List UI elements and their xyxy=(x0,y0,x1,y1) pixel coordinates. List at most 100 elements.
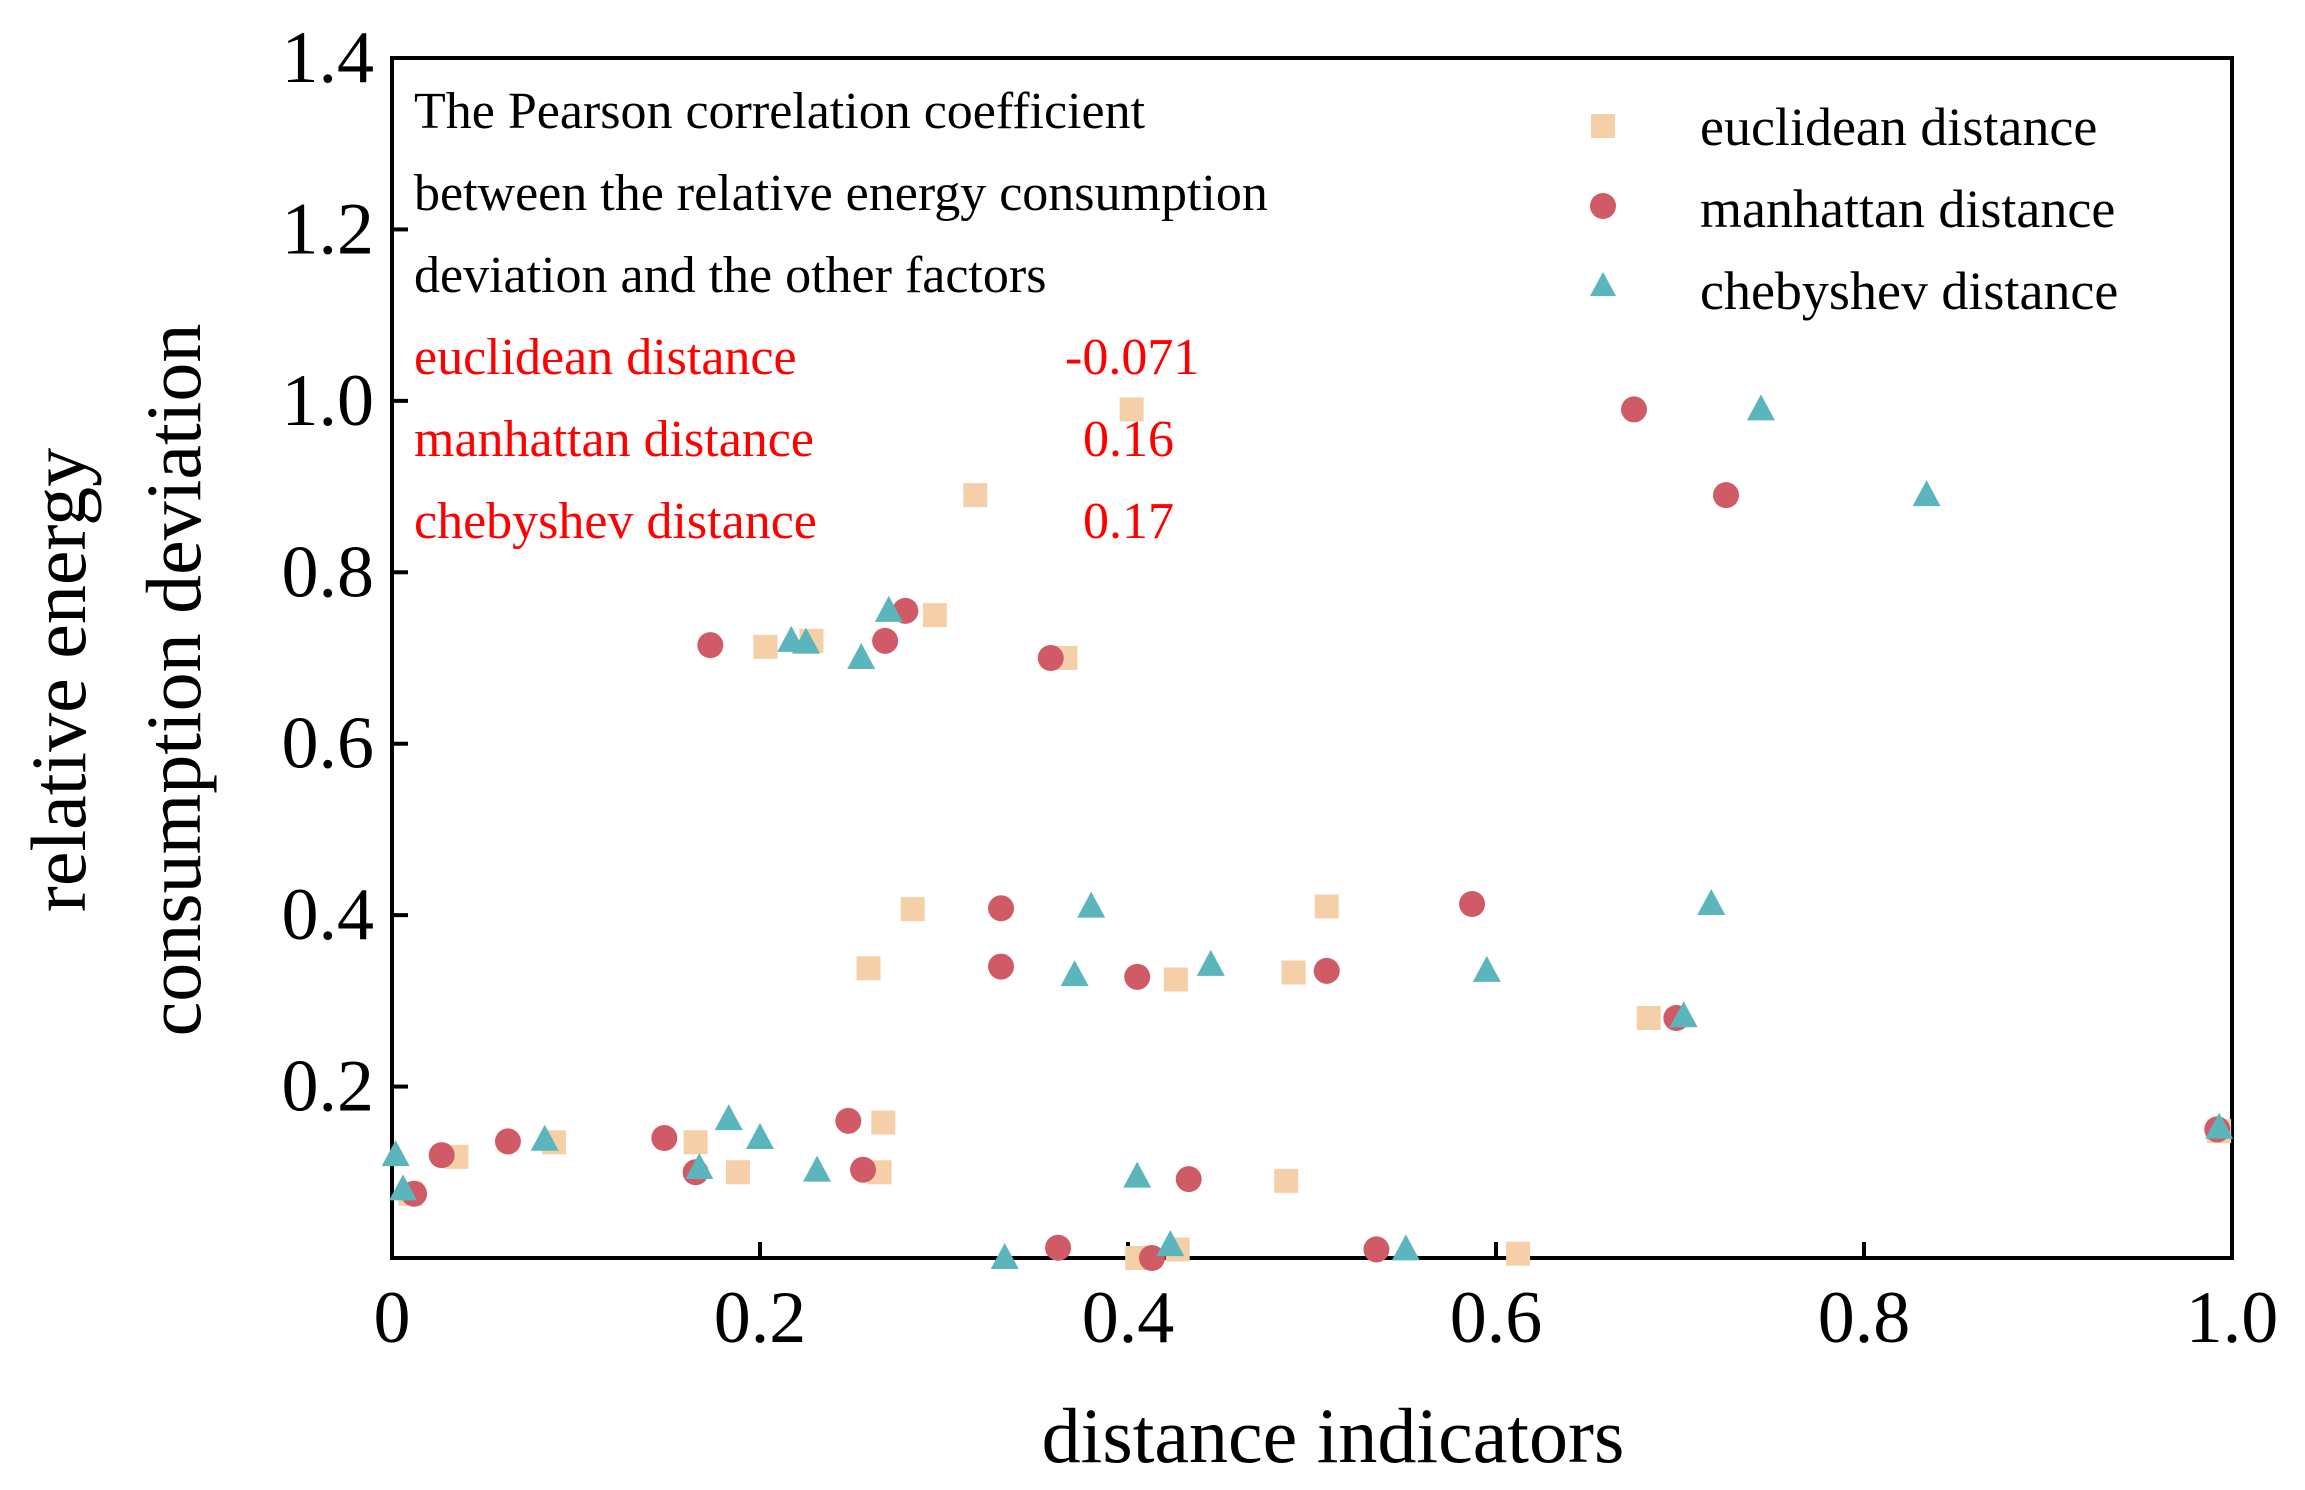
data-point-triangle xyxy=(1077,891,1106,918)
data-point-triangle xyxy=(792,627,820,654)
legend-marker-triangle xyxy=(1590,272,1616,296)
legend-item-euclidean: euclidean distance xyxy=(1591,97,2097,157)
data-point-triangle xyxy=(847,643,876,669)
data-point-square xyxy=(1636,1006,1661,1030)
y-tick-label: 0.8 xyxy=(282,531,375,613)
data-point-square xyxy=(900,897,925,922)
data-point-circle xyxy=(1459,891,1486,917)
data-point-triangle xyxy=(1912,480,1941,507)
y-tick-label: 1.4 xyxy=(282,17,375,99)
y-axis-title-line-1: relative energy xyxy=(15,448,102,912)
data-point-triangle xyxy=(1669,1001,1698,1028)
legend-label-euclidean: euclidean distance xyxy=(1700,97,2097,157)
x-tick-label: 0.4 xyxy=(1082,1277,1175,1359)
data-point-triangle xyxy=(714,1104,743,1131)
data-point-circle xyxy=(1138,1245,1165,1271)
correlation-annotation: The Pearson correlation coefficient betw… xyxy=(414,83,1268,550)
y-tick-label: 0.2 xyxy=(282,1046,375,1128)
data-point-triangle xyxy=(389,1174,418,1201)
legend-label-chebyshev: chebyshev distance xyxy=(1700,261,2118,321)
data-point-circle xyxy=(651,1125,678,1151)
corr-chebyshev-label: chebyshev distance xyxy=(414,493,817,550)
data-point-triangle xyxy=(381,1140,410,1167)
data-point-circle xyxy=(1124,963,1151,990)
data-point-square xyxy=(871,1110,896,1135)
data-point-triangle xyxy=(1156,1230,1185,1257)
series-chebyshev-distance xyxy=(381,394,2234,1269)
data-point-square xyxy=(1314,894,1339,919)
data-point-square xyxy=(963,483,988,508)
x-axis-ticks: 0 0.2 0.4 0.6 0.8 1.0 xyxy=(374,1242,2279,1359)
data-point-square xyxy=(856,956,881,981)
data-point-square xyxy=(1281,960,1306,985)
data-point-square xyxy=(1506,1241,1531,1266)
y-axis-ticks: 0.2 0.4 0.6 0.8 1.0 1.2 1.4 xyxy=(282,17,408,1128)
annotation-line-3: deviation and the other factors xyxy=(414,247,1046,304)
data-point-triangle xyxy=(990,1243,1019,1269)
data-point-triangle xyxy=(1746,394,1775,421)
data-point-triangle xyxy=(685,1153,714,1179)
x-tick-label: 0.8 xyxy=(1818,1277,1911,1359)
corr-euclidean-value: -0.071 xyxy=(1065,329,1199,386)
series-manhattan-distance xyxy=(401,396,2231,1271)
data-point-triangle xyxy=(1123,1161,1152,1188)
y-axis-title-line-2: consumption deviation xyxy=(130,324,217,1037)
data-point-circle xyxy=(697,632,724,659)
x-tick-label: 1.0 xyxy=(2186,1277,2279,1359)
legend-marker-circle xyxy=(1590,193,1616,219)
x-tick-label: 0.2 xyxy=(714,1277,807,1359)
y-tick-label: 0.4 xyxy=(282,874,375,956)
data-point-triangle xyxy=(530,1124,559,1151)
y-tick-label: 0.6 xyxy=(282,703,375,785)
legend-item-chebyshev: chebyshev distance xyxy=(1590,261,2118,321)
data-point-circle xyxy=(1363,1236,1390,1263)
y-tick-label: 1.2 xyxy=(282,188,375,270)
plot-frame xyxy=(390,56,2234,1260)
data-point-triangle xyxy=(2205,1112,2234,1139)
data-point-circle xyxy=(872,627,899,654)
data-point-circle xyxy=(988,953,1015,980)
corr-euclidean-label: euclidean distance xyxy=(414,329,797,386)
data-point-circle xyxy=(835,1107,862,1134)
legend-label-manhattan: manhattan distance xyxy=(1700,179,2115,239)
data-point-circle xyxy=(428,1142,455,1169)
data-point-square xyxy=(1274,1168,1299,1193)
data-point-circle xyxy=(988,895,1015,922)
x-tick-label: 0.6 xyxy=(1450,1277,1543,1359)
data-point-circle xyxy=(1621,396,1647,423)
x-axis-title: distance indicators xyxy=(1042,1392,1625,1479)
data-point-circle xyxy=(494,1128,521,1155)
y-tick-label: 1.0 xyxy=(282,360,375,442)
data-point-circle xyxy=(1045,1234,1072,1261)
data-point-triangle xyxy=(1391,1234,1420,1261)
data-point-circle xyxy=(1037,645,1064,671)
data-point-triangle xyxy=(1060,960,1089,987)
data-point-triangle xyxy=(1196,949,1225,976)
annotation-line-1: The Pearson correlation coefficient xyxy=(414,83,1146,140)
legend: euclidean distance manhattan distance ch… xyxy=(1590,97,2118,321)
annotation-line-2: between the relative energy consumption xyxy=(414,165,1268,222)
data-point-circle xyxy=(1713,482,1739,509)
corr-chebyshev-value: 0.17 xyxy=(1083,493,1174,550)
legend-marker-square xyxy=(1591,114,1615,138)
y-axis-title: relative energy consumption deviation xyxy=(15,324,217,1037)
corr-manhattan-label: manhattan distance xyxy=(414,411,814,468)
data-point-triangle xyxy=(874,595,903,622)
data-point-square xyxy=(1119,397,1144,422)
data-point-triangle xyxy=(1697,889,1726,915)
data-point-square xyxy=(922,603,947,628)
data-point-circle xyxy=(1313,957,1340,984)
data-point-triangle xyxy=(1472,955,1501,982)
data-point-square xyxy=(753,634,778,659)
data-point-square xyxy=(683,1130,708,1155)
data-point-circle xyxy=(850,1156,877,1183)
data-point-triangle xyxy=(746,1123,774,1149)
x-tick-label: 0 xyxy=(374,1277,411,1359)
legend-item-manhattan: manhattan distance xyxy=(1590,179,2115,239)
data-points xyxy=(381,394,2234,1271)
data-point-triangle xyxy=(803,1155,832,1182)
data-point-square xyxy=(725,1160,750,1185)
data-point-circle xyxy=(1175,1166,1202,1193)
data-point-square xyxy=(1163,967,1188,992)
